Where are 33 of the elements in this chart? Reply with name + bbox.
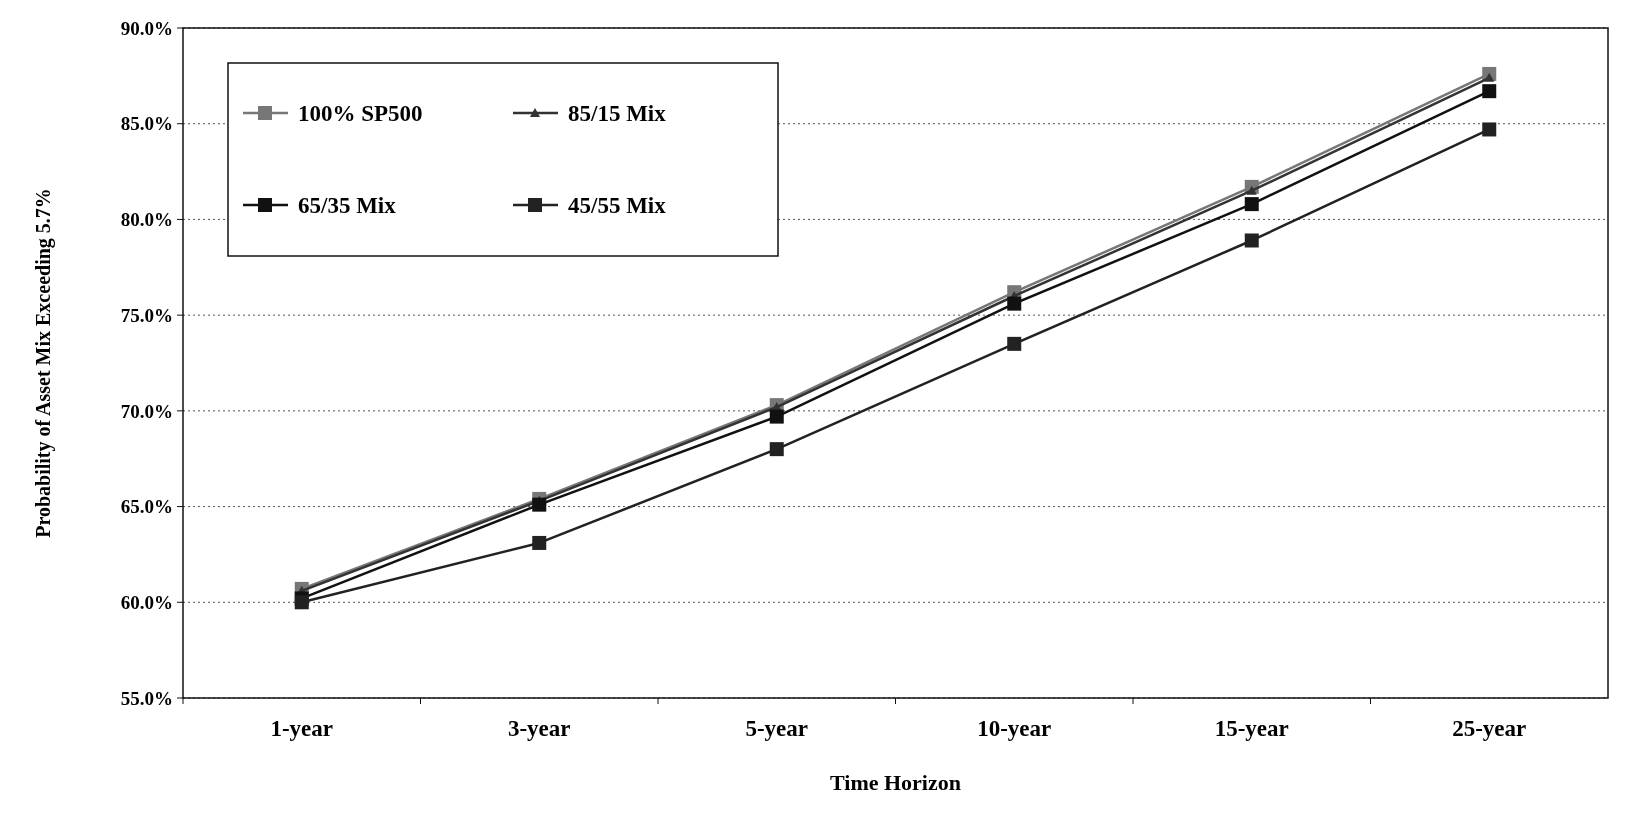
legend-label: 65/35 Mix	[298, 193, 397, 219]
y-axis-title: Probability of Asset Mix Exceeding 5.7%	[32, 188, 55, 538]
x-tick-label: 1-year	[270, 716, 334, 741]
y-tick-label: 70.0%	[120, 400, 173, 422]
y-tick-label: 85.0%	[120, 113, 173, 135]
legend-label: 85/15 Mix	[568, 101, 667, 127]
point	[532, 497, 547, 512]
point	[1246, 185, 1257, 195]
point	[1007, 336, 1022, 351]
x-axis-title: Time Horizon	[830, 770, 961, 795]
point	[769, 409, 784, 424]
point	[532, 535, 547, 550]
x-tick-label: 15-year	[1214, 716, 1289, 741]
y-tick-label: 65.0%	[120, 496, 173, 518]
point	[1484, 72, 1495, 82]
point	[1007, 296, 1022, 311]
x-tick-label: 3-year	[507, 716, 571, 741]
legend-label: 100% SP500	[298, 101, 423, 127]
x-tick-label: 25-year	[1452, 716, 1527, 741]
y-tick-label: 60.0%	[120, 591, 173, 613]
x-tick-label: 10-year	[977, 716, 1052, 741]
point	[294, 595, 309, 610]
y-tick-label: 55.0%	[120, 687, 173, 709]
x-tick-label: 5-year	[745, 716, 809, 741]
legend-label: 45/55 Mix	[568, 193, 667, 219]
point	[769, 442, 784, 457]
y-tick-label: 90.0%	[120, 17, 173, 39]
y-tick-label: 80.0%	[120, 209, 173, 231]
point	[1244, 233, 1259, 248]
point	[1482, 84, 1497, 99]
point	[1244, 197, 1259, 212]
y-tick-label: 75.0%	[120, 304, 173, 326]
point	[1482, 122, 1497, 137]
